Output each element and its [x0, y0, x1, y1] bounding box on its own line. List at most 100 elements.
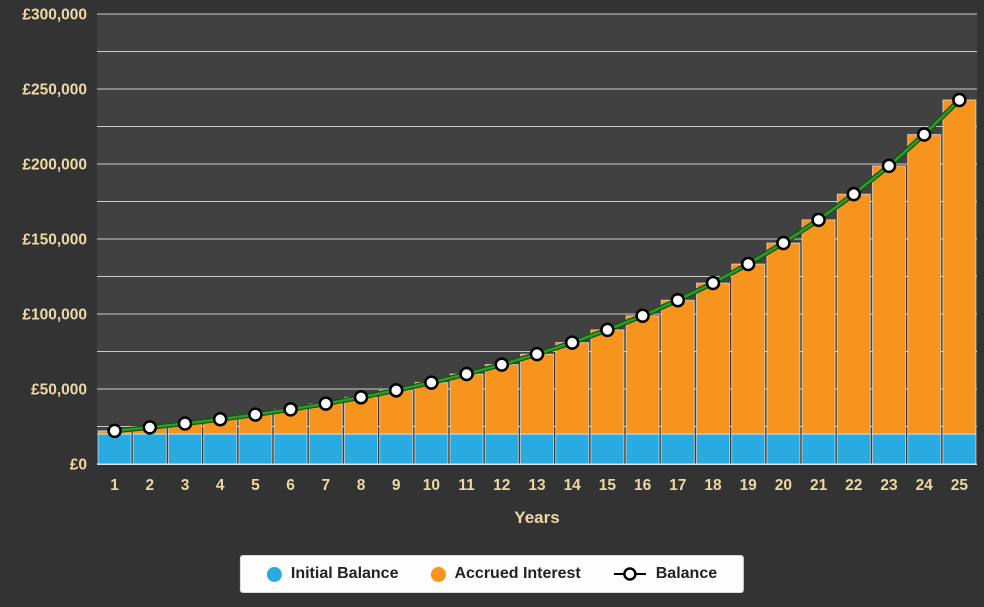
bar-accrued-interest[interactable]: [590, 329, 625, 435]
bar-initial-balance[interactable]: [132, 433, 167, 465]
bar-initial-balance[interactable]: [97, 433, 132, 465]
bar-accrued-interest[interactable]: [449, 373, 484, 435]
y-tick-label: £300,000: [22, 7, 87, 24]
y-tick-label: £0: [70, 457, 87, 474]
x-axis-title: Years: [514, 508, 559, 527]
bar-accrued-interest[interactable]: [379, 389, 414, 435]
x-tick-label: 4: [216, 477, 225, 494]
x-tick-label: 17: [669, 477, 686, 494]
balance-marker[interactable]: [635, 308, 650, 324]
balance-marker[interactable]: [388, 383, 404, 398]
bar-initial-balance[interactable]: [836, 433, 871, 465]
bar-initial-balance[interactable]: [696, 433, 730, 465]
bar-accrued-interest[interactable]: [484, 364, 519, 435]
x-tick-label: 7: [321, 477, 330, 494]
x-tick-label: 19: [740, 477, 758, 494]
balance-marker[interactable]: [564, 335, 580, 350]
bar-accrued-interest[interactable]: [555, 342, 590, 435]
bar-accrued-interest[interactable]: [625, 315, 660, 435]
x-tick-label: 23: [880, 477, 898, 494]
x-tick-label: 9: [392, 477, 401, 494]
bar-accrued-interest[interactable]: [731, 263, 766, 435]
balance-marker[interactable]: [670, 292, 686, 308]
balance-marker[interactable]: [916, 127, 932, 142]
x-tick-label: 1: [110, 477, 119, 494]
x-tick-label: 14: [564, 477, 582, 494]
legend-item-initial-balance[interactable]: Initial Balance: [266, 565, 398, 583]
bar-initial-balance[interactable]: [872, 433, 906, 465]
bar-accrued-interest[interactable]: [344, 396, 378, 435]
bar-initial-balance[interactable]: [238, 433, 273, 465]
bar-initial-balance[interactable]: [590, 433, 625, 465]
bar-accrued-interest[interactable]: [907, 134, 942, 435]
x-tick-label: 5: [251, 477, 260, 494]
bar-initial-balance[interactable]: [731, 433, 766, 465]
balance-marker[interactable]: [740, 256, 756, 272]
balance-marker[interactable]: [248, 407, 263, 422]
x-tick-label: 25: [951, 477, 969, 494]
y-tick-label: £150,000: [22, 232, 87, 249]
bar-initial-balance[interactable]: [942, 433, 977, 465]
bar-accrued-interest[interactable]: [801, 219, 836, 435]
balance-marker[interactable]: [846, 186, 862, 202]
x-tick-label: 6: [286, 477, 295, 494]
x-tick-label: 2: [145, 477, 154, 494]
legend-item-accrued-interest[interactable]: Accrued Interest: [430, 565, 581, 583]
y-tick-label: £200,000: [22, 157, 87, 174]
balance-marker[interactable]: [529, 346, 545, 362]
bar-initial-balance[interactable]: [907, 433, 942, 465]
y-tick-label: £100,000: [22, 307, 87, 324]
balance-marker[interactable]: [353, 390, 369, 405]
y-tick-label: £50,000: [31, 382, 87, 399]
bar-initial-balance[interactable]: [660, 433, 695, 465]
x-tick-label: 21: [810, 477, 828, 494]
bar-initial-balance[interactable]: [308, 433, 343, 465]
bar-accrued-interest[interactable]: [766, 242, 801, 435]
balance-line-marker-icon: [613, 567, 646, 581]
initial-balance-marker-icon: [266, 566, 282, 582]
balance-marker[interactable]: [705, 275, 721, 291]
bar-initial-balance[interactable]: [766, 433, 801, 465]
bar-accrued-interest[interactable]: [872, 165, 906, 435]
balance-marker[interactable]: [459, 366, 474, 382]
x-tick-label: 18: [704, 477, 722, 494]
bar-accrued-interest[interactable]: [660, 299, 695, 435]
x-tick-label: 16: [634, 477, 652, 494]
balance-marker[interactable]: [494, 357, 510, 372]
bar-initial-balance[interactable]: [484, 433, 519, 465]
bar-initial-balance[interactable]: [520, 433, 554, 465]
bar-initial-balance[interactable]: [449, 433, 484, 465]
bar-initial-balance[interactable]: [203, 433, 238, 465]
x-tick-label: 15: [599, 477, 617, 494]
bar-initial-balance[interactable]: [414, 433, 449, 465]
balance-marker[interactable]: [142, 420, 158, 435]
balance-marker[interactable]: [881, 158, 897, 174]
balance-marker[interactable]: [107, 423, 122, 439]
x-tick-label: 13: [528, 477, 546, 494]
bar-initial-balance[interactable]: [344, 433, 378, 465]
balance-marker[interactable]: [811, 212, 826, 228]
bar-initial-balance[interactable]: [168, 433, 202, 465]
bar-initial-balance[interactable]: [555, 433, 590, 465]
balance-marker[interactable]: [318, 396, 334, 411]
bar-accrued-interest[interactable]: [836, 193, 871, 435]
bar-accrued-interest[interactable]: [696, 282, 730, 435]
balance-marker[interactable]: [600, 322, 615, 338]
y-tick-label: £250,000: [22, 82, 87, 99]
bar-accrued-interest[interactable]: [942, 99, 977, 435]
balance-marker[interactable]: [212, 412, 228, 427]
x-tick-label: 12: [493, 477, 510, 494]
balance-marker[interactable]: [776, 235, 791, 251]
balance-marker[interactable]: [424, 375, 439, 390]
bar-initial-balance[interactable]: [625, 433, 660, 465]
bar-accrued-interest[interactable]: [414, 382, 449, 435]
bar-initial-balance[interactable]: [801, 433, 836, 465]
bar-initial-balance[interactable]: [273, 433, 308, 465]
balance-marker[interactable]: [283, 402, 298, 417]
bar-initial-balance[interactable]: [379, 433, 414, 465]
bar-accrued-interest[interactable]: [520, 353, 554, 435]
balance-marker[interactable]: [177, 416, 193, 431]
balance-marker[interactable]: [952, 92, 967, 108]
legend-item-balance[interactable]: Balance: [613, 565, 717, 583]
